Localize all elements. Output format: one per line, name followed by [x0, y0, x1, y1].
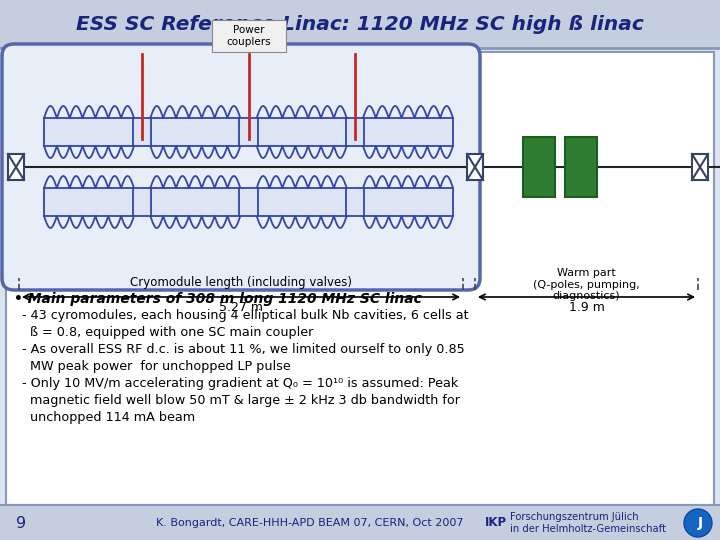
Text: • Main parameters of 308 m long 1120 MHz SC linac: • Main parameters of 308 m long 1120 MHz… [14, 292, 422, 306]
FancyBboxPatch shape [346, 188, 364, 216]
Text: - Only 10 MV/m accelerating gradient at Q₀ = 10¹⁰ is assumed: Peak: - Only 10 MV/m accelerating gradient at … [18, 377, 458, 390]
Text: K. Bongardt, CARE-HHH-APD BEAM 07, CERN, Oct 2007: K. Bongardt, CARE-HHH-APD BEAM 07, CERN,… [156, 518, 464, 528]
FancyBboxPatch shape [692, 154, 708, 180]
Text: Warm part
(Q-poles, pumping,
diagnostics): Warm part (Q-poles, pumping, diagnostics… [533, 268, 640, 301]
Text: - As overall ESS RF d.c. is about 11 %, we limited ourself to only 0.85: - As overall ESS RF d.c. is about 11 %, … [18, 343, 464, 356]
FancyBboxPatch shape [239, 188, 258, 216]
Text: unchopped 114 mA beam: unchopped 114 mA beam [18, 411, 195, 424]
FancyBboxPatch shape [523, 137, 555, 197]
Text: Power
couplers: Power couplers [226, 25, 271, 47]
FancyBboxPatch shape [150, 188, 240, 216]
FancyBboxPatch shape [257, 188, 346, 216]
FancyBboxPatch shape [0, 0, 720, 48]
FancyBboxPatch shape [44, 118, 134, 146]
Text: 5.27 m: 5.27 m [219, 301, 263, 314]
FancyBboxPatch shape [2, 44, 480, 290]
Text: IKP: IKP [485, 516, 507, 530]
FancyBboxPatch shape [8, 154, 24, 180]
FancyBboxPatch shape [363, 118, 453, 146]
Text: - 43 cyromodules, each housing 4 elliptical bulk Nb cavities, 6 cells at: - 43 cyromodules, each housing 4 ellipti… [18, 309, 469, 322]
FancyBboxPatch shape [565, 137, 597, 197]
Text: Cryomodule length (including valves): Cryomodule length (including valves) [130, 276, 352, 289]
FancyBboxPatch shape [44, 188, 134, 216]
Text: 9: 9 [16, 516, 26, 530]
Text: magnetic field well blow 50 mT & large ± 2 kHz 3 db bandwidth for: magnetic field well blow 50 mT & large ±… [18, 394, 460, 407]
FancyBboxPatch shape [133, 118, 151, 146]
FancyBboxPatch shape [0, 505, 720, 540]
FancyBboxPatch shape [150, 118, 240, 146]
Text: Forschungszentrum Jülich
in der Helmholtz-Gemeinschaft: Forschungszentrum Jülich in der Helmholt… [510, 512, 666, 534]
FancyBboxPatch shape [239, 118, 258, 146]
FancyBboxPatch shape [257, 118, 346, 146]
FancyBboxPatch shape [212, 20, 286, 52]
Text: J: J [698, 516, 703, 530]
FancyBboxPatch shape [346, 118, 364, 146]
Text: 1.9 m: 1.9 m [569, 301, 604, 314]
FancyBboxPatch shape [133, 188, 151, 216]
Text: ß = 0.8, equipped with one SC main coupler: ß = 0.8, equipped with one SC main coupl… [18, 326, 313, 339]
FancyBboxPatch shape [467, 154, 483, 180]
FancyBboxPatch shape [363, 188, 453, 216]
Circle shape [684, 509, 712, 537]
Text: MW peak power  for unchopped LP pulse: MW peak power for unchopped LP pulse [18, 360, 291, 373]
FancyBboxPatch shape [6, 52, 714, 505]
Text: ESS SC Reference Linac: 1120 MHz SC high ß linac: ESS SC Reference Linac: 1120 MHz SC high… [76, 15, 644, 33]
